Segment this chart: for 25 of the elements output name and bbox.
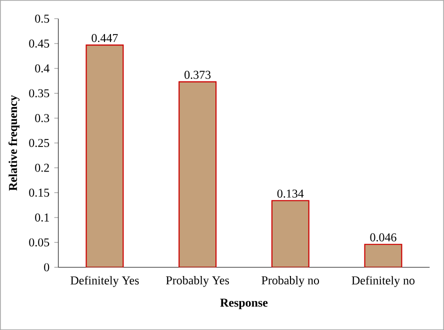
x-tick-label: Definitely Yes	[70, 276, 139, 287]
data-label: 0.447	[92, 34, 118, 42]
y-tick-label: 0.1	[35, 213, 49, 222]
y-tick-label: 0.25	[29, 138, 50, 147]
y-tick-label: 0.15	[29, 188, 50, 197]
x-tick-label: Definitely no	[352, 276, 415, 287]
x-axis-title: Response	[220, 298, 268, 310]
data-label: 0.046	[370, 233, 396, 242]
y-tick-label: 0.45	[29, 39, 50, 48]
bar	[178, 81, 217, 268]
y-tick-label: 0.5	[35, 14, 50, 23]
y-axis-title: Relative frequency	[8, 95, 20, 191]
bar	[364, 244, 402, 268]
y-tick-label: 0.35	[29, 89, 50, 98]
bar	[86, 44, 124, 268]
y-tick-label: 0.05	[29, 238, 50, 246]
bar	[271, 200, 310, 268]
x-tick-label: Probably Yes	[166, 276, 229, 287]
data-label: 0.134	[277, 189, 304, 198]
y-tick-label: 0.3	[35, 114, 50, 122]
x-tick-label: Probably no	[262, 276, 320, 287]
data-label: 0.373	[184, 70, 211, 79]
y-tick-label: 0.2	[35, 164, 49, 172]
y-tick-label: 0.4	[35, 64, 50, 72]
y-tick-label: 0	[44, 263, 50, 272]
